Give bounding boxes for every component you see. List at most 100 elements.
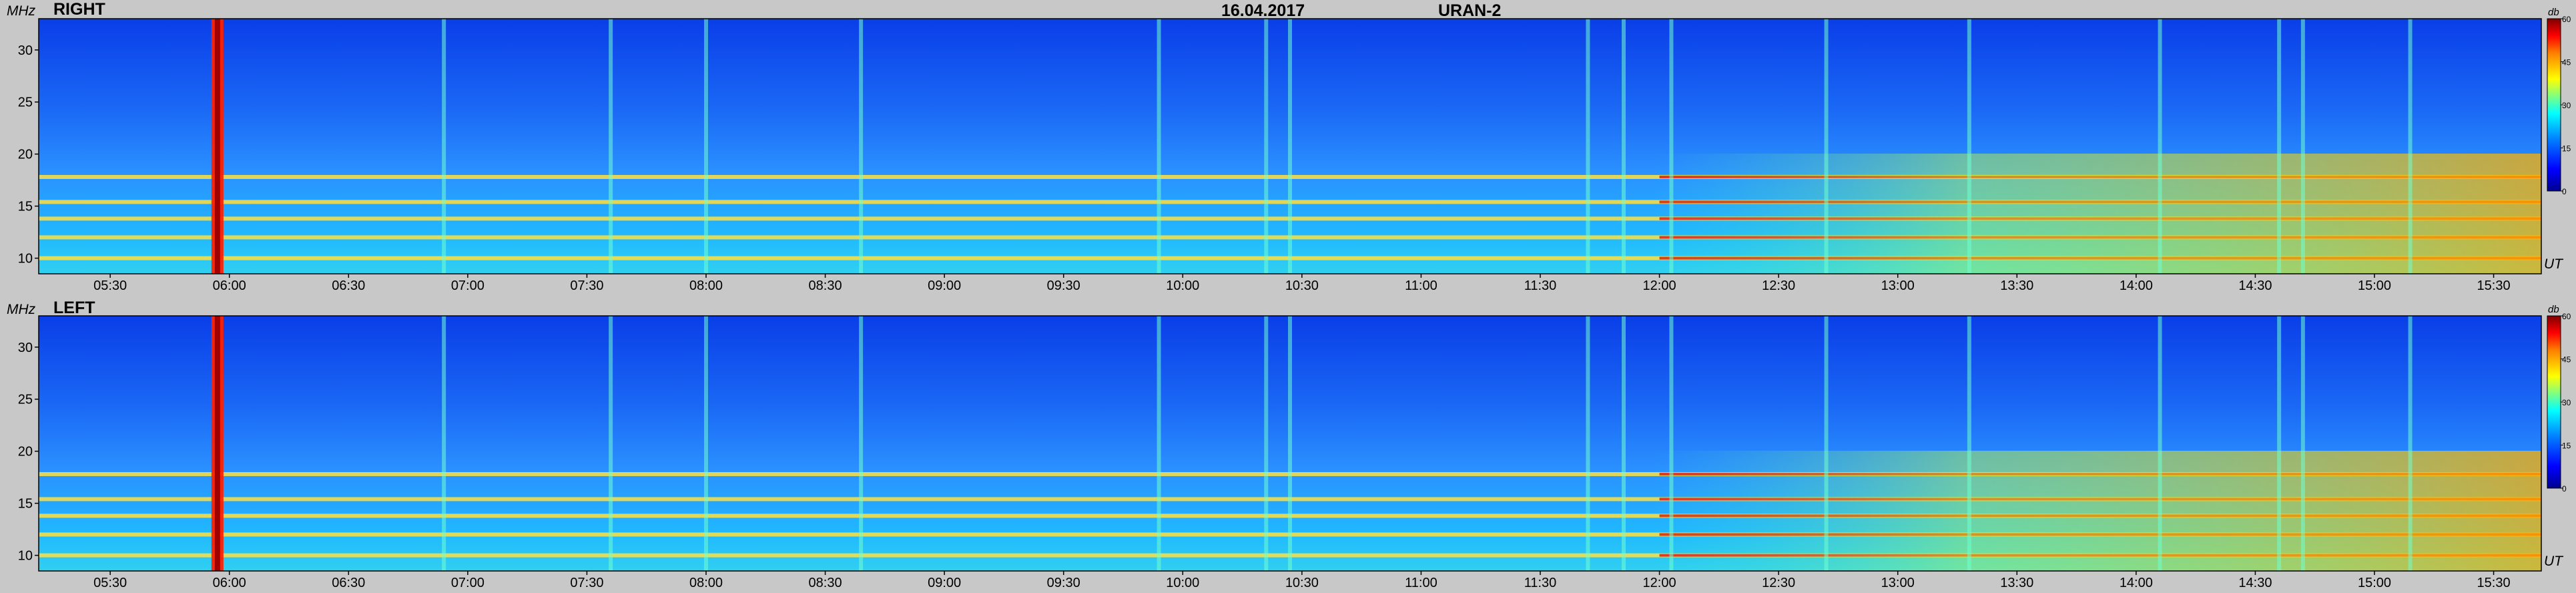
y-tick-label: 20	[18, 445, 33, 459]
burst-line	[1157, 19, 1161, 274]
y-tick-label: 30	[18, 341, 33, 355]
colorbar-unit: db	[2548, 7, 2559, 18]
burst-line	[1824, 19, 1829, 274]
x-unit-label: UT	[2544, 256, 2564, 272]
y-tick-label: 20	[18, 148, 33, 162]
colorbar-tick-label: 60	[2562, 15, 2571, 24]
x-tick-label: 13:00	[1881, 278, 1915, 293]
burst-line	[609, 19, 613, 274]
late-broadband-emission	[1652, 154, 2541, 274]
x-tick-label: 14:00	[2120, 278, 2153, 293]
x-tick-label: 15:30	[2477, 576, 2511, 590]
burst-line	[1967, 19, 1971, 274]
x-unit-label: UT	[2544, 554, 2564, 569]
burst-line	[859, 316, 864, 571]
instrument-label: URAN-2	[1438, 1, 1501, 20]
x-tick-label: 06:30	[332, 278, 365, 293]
colorbar-tick-label: 15	[2562, 441, 2571, 451]
colorbar-tick-label: 30	[2562, 101, 2571, 110]
burst-line	[2408, 19, 2412, 274]
burst-line	[1622, 19, 1626, 274]
burst-line	[2158, 316, 2162, 571]
x-tick-label: 07:30	[570, 576, 603, 590]
burst-line	[1967, 316, 1971, 571]
burst-line	[704, 316, 708, 571]
x-tick-label: 08:00	[689, 278, 723, 293]
panel-label: RIGHT	[53, 0, 105, 19]
x-tick-label: 15:00	[2358, 576, 2391, 590]
burst-line	[1586, 19, 1590, 274]
burst-line	[2158, 19, 2162, 274]
x-tick-label: 07:00	[451, 278, 485, 293]
x-tick-label: 13:30	[2000, 278, 2033, 293]
x-tick-label: 09:00	[928, 576, 961, 590]
colorbar-ticks: 60 45 30 15 0	[2561, 312, 2571, 493]
x-tick-label: 07:30	[570, 278, 603, 293]
x-tick-label: 12:30	[1762, 278, 1795, 293]
colorbar-unit: db	[2548, 304, 2559, 315]
x-tick-label: 15:00	[2358, 278, 2391, 293]
x-tick-label: 12:00	[1643, 576, 1676, 590]
x-axis: 05:30 06:00 06:30 07:00 07:30 08:00 08:30 09:00…	[93, 274, 2511, 293]
colorbar-tick-label: 0	[2562, 187, 2567, 196]
x-tick-label: 13:30	[2000, 576, 2033, 590]
burst-line	[704, 19, 708, 274]
strong-burst-core	[214, 316, 220, 571]
x-tick-label: 06:30	[332, 576, 365, 590]
y-tick-label: 30	[18, 43, 33, 58]
colorbar-tick-label: 45	[2562, 355, 2571, 365]
x-tick-label: 11:30	[1524, 576, 1557, 590]
plot-frame	[38, 18, 2542, 274]
y-axis: 10 15 20 25 30	[18, 43, 39, 266]
colorbar-tick-label: 30	[2562, 398, 2571, 407]
burst-line	[442, 19, 446, 274]
x-tick-label: 05:30	[93, 576, 127, 590]
x-tick-label: 08:00	[689, 576, 723, 590]
x-tick-label: 09:30	[1047, 278, 1080, 293]
plot-frame	[38, 315, 2542, 572]
x-tick-label: 08:30	[809, 576, 842, 590]
burst-line	[2300, 316, 2305, 571]
colorbar-ticks: 60 45 30 15 0	[2561, 15, 2571, 196]
colorbar	[2547, 315, 2561, 489]
colorbar-tick-label: 15	[2562, 144, 2571, 154]
x-tick-label: 10:00	[1166, 278, 1199, 293]
burst-line	[1586, 316, 1590, 571]
burst-line	[1669, 19, 1674, 274]
x-tick-label: 05:30	[93, 278, 127, 293]
burst-line	[859, 19, 864, 274]
y-tick-label: 25	[18, 95, 33, 110]
x-tick-label: 09:30	[1047, 576, 1080, 590]
burst-line	[2277, 316, 2282, 571]
y-unit-label: MHz	[7, 3, 36, 19]
y-tick-label: 15	[18, 497, 33, 512]
colorbar	[2547, 18, 2561, 192]
x-tick-label: 11:00	[1405, 278, 1437, 293]
y-unit-label: MHz	[7, 302, 36, 317]
burst-line	[1288, 316, 1292, 571]
x-tick-label: 07:00	[451, 576, 485, 590]
x-tick-label: 14:30	[2238, 278, 2272, 293]
x-tick-label: 08:30	[809, 278, 842, 293]
y-tick-label: 10	[18, 252, 33, 266]
panel-label: LEFT	[53, 299, 95, 317]
x-tick-label: 11:00	[1405, 576, 1437, 590]
y-tick-label: 10	[18, 549, 33, 564]
x-tick-label: 15:30	[2477, 278, 2511, 293]
burst-line	[1264, 316, 1269, 571]
late-broadband-emission	[1652, 451, 2541, 571]
x-tick-label: 13:00	[1881, 576, 1915, 590]
x-tick-label: 10:30	[1285, 576, 1319, 590]
colorbar-tick-label: 45	[2562, 58, 2571, 67]
burst-line	[1824, 316, 1829, 571]
x-tick-label: 12:30	[1762, 576, 1795, 590]
colorbar-tick-label: 60	[2562, 312, 2571, 321]
x-tick-label: 14:00	[2120, 576, 2153, 590]
x-tick-label: 12:00	[1643, 278, 1676, 293]
colorbar-tick-label: 0	[2562, 484, 2567, 493]
x-tick-label: 14:30	[2238, 576, 2272, 590]
burst-markers	[211, 19, 2412, 274]
x-tick-label: 06:00	[213, 278, 246, 293]
x-tick-label: 11:30	[1524, 278, 1557, 293]
